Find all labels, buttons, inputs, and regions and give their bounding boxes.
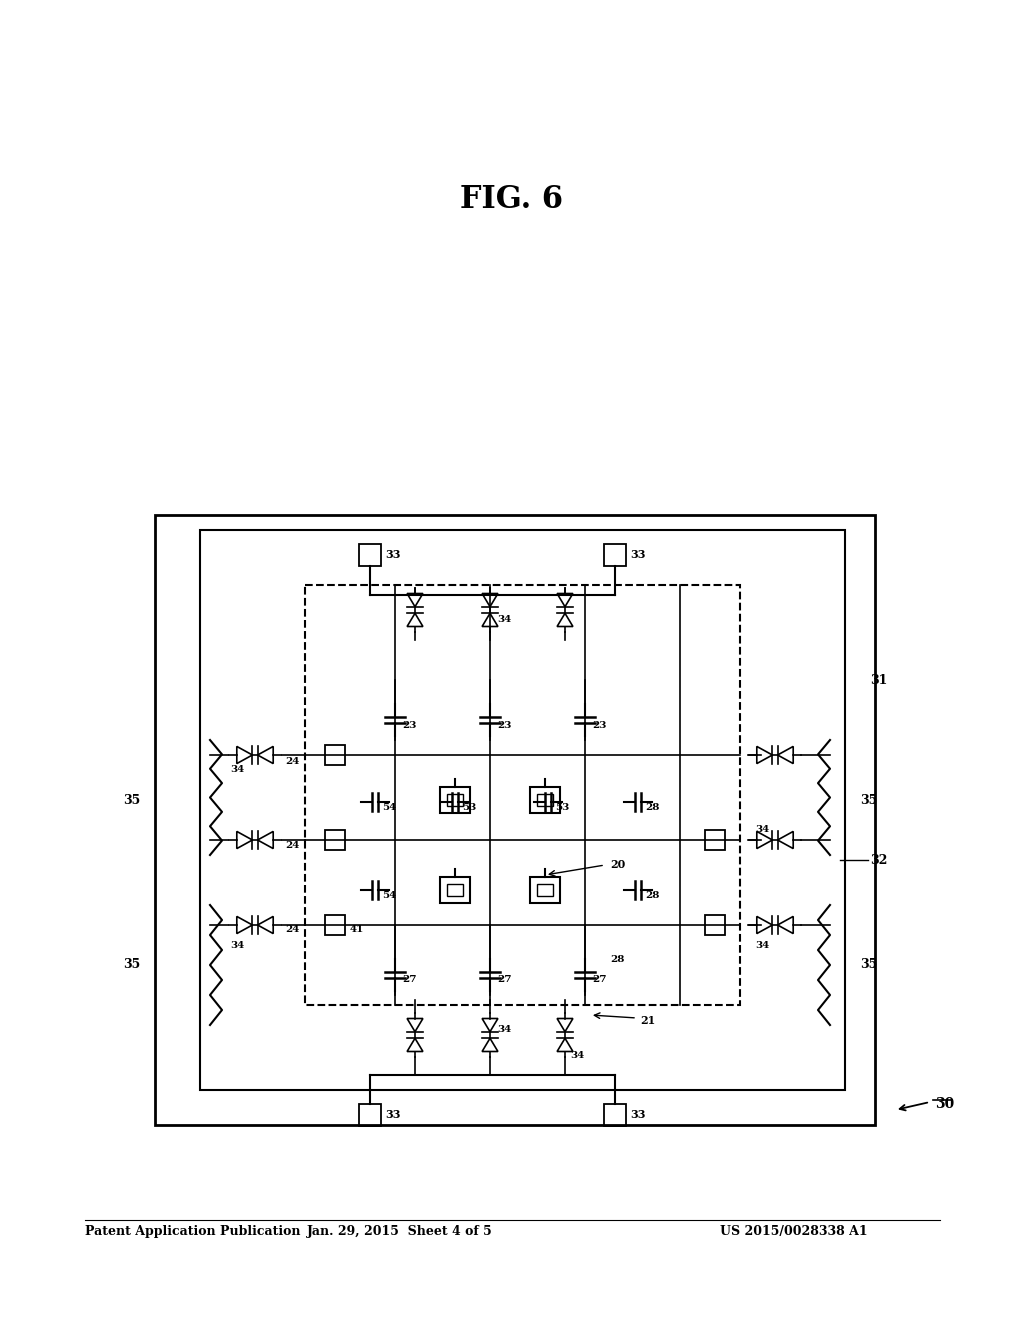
Text: 53: 53	[555, 803, 569, 812]
Bar	[439, 787, 470, 813]
Text: US 2015/0028338 A1: US 2015/0028338 A1	[720, 1225, 867, 1238]
Text: 20: 20	[610, 859, 626, 870]
Bar	[325, 915, 345, 935]
Text: 28: 28	[645, 891, 659, 899]
Text: Jan. 29, 2015  Sheet 4 of 5: Jan. 29, 2015 Sheet 4 of 5	[307, 1225, 493, 1238]
Bar	[529, 876, 560, 903]
Text: 24: 24	[286, 925, 300, 935]
Text: 23: 23	[497, 721, 511, 730]
Text: Patent Application Publication: Patent Application Publication	[85, 1225, 300, 1238]
Text: 34: 34	[230, 940, 245, 949]
Bar	[200, 531, 845, 1090]
Bar	[359, 1104, 381, 1126]
Text: 34: 34	[497, 615, 511, 624]
Text: 30: 30	[935, 1097, 954, 1111]
Bar	[305, 585, 740, 1005]
Text: 35: 35	[860, 793, 878, 807]
Bar	[325, 744, 345, 766]
Text: 41: 41	[350, 925, 365, 935]
Text: 34: 34	[755, 825, 769, 834]
Text: 54: 54	[382, 891, 396, 899]
Text: 24: 24	[286, 758, 300, 767]
Text: 33: 33	[385, 549, 400, 561]
Text: 34: 34	[755, 940, 769, 949]
Bar	[705, 915, 725, 935]
Bar	[359, 544, 381, 566]
Text: 31: 31	[870, 673, 888, 686]
Bar	[439, 876, 470, 903]
Bar	[447, 884, 463, 896]
Text: 27: 27	[497, 975, 512, 985]
Bar	[604, 1104, 626, 1126]
Bar	[705, 830, 725, 850]
Bar	[529, 787, 560, 813]
Text: FIG. 6: FIG. 6	[461, 185, 563, 215]
Text: 35: 35	[123, 793, 140, 807]
Text: 28: 28	[610, 956, 625, 965]
Text: 28: 28	[645, 803, 659, 812]
Text: 54: 54	[382, 803, 396, 812]
Text: 35: 35	[860, 958, 878, 972]
Bar	[604, 544, 626, 566]
Text: 34: 34	[570, 1051, 585, 1060]
Text: 33: 33	[385, 1110, 400, 1121]
Bar	[538, 884, 553, 896]
Text: 34: 34	[230, 766, 245, 775]
Text: 35: 35	[123, 958, 140, 972]
Text: 23: 23	[402, 721, 417, 730]
Text: 21: 21	[640, 1015, 655, 1026]
Text: 33: 33	[630, 1110, 645, 1121]
Text: 34: 34	[497, 1026, 511, 1035]
Bar	[538, 795, 553, 805]
Text: 53: 53	[462, 803, 476, 812]
Text: 32: 32	[870, 854, 888, 866]
Text: 24: 24	[286, 841, 300, 850]
Text: 27: 27	[592, 975, 606, 985]
Text: 33: 33	[630, 549, 645, 561]
Bar	[155, 515, 874, 1125]
Bar	[325, 830, 345, 850]
Text: 27: 27	[402, 975, 417, 985]
Bar	[447, 795, 463, 805]
Text: 23: 23	[592, 721, 606, 730]
